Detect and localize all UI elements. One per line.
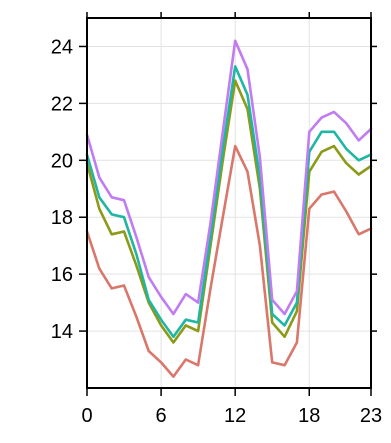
x-tick-label: 12	[224, 405, 246, 427]
y-tick-label: 22	[51, 93, 73, 115]
plot-frame	[86, 17, 372, 389]
x-axis: 0 6 12 18 23	[81, 12, 382, 427]
y-tick-label: 14	[51, 321, 73, 343]
series-line-1	[85, 144, 373, 378]
x-tick-label: 18	[298, 405, 320, 427]
grid-lines	[86, 18, 372, 388]
x-tick-label: 6	[156, 405, 167, 427]
y-tick-label: 16	[51, 264, 73, 286]
y-axis: 14 16 18 20 22 24	[51, 36, 377, 343]
x-tick-label: 0	[81, 405, 92, 427]
series-line-2	[85, 79, 373, 344]
series-line-4	[85, 39, 373, 316]
y-tick-label: 18	[51, 207, 73, 229]
y-tick-label: 20	[51, 150, 73, 172]
series-line-3	[85, 65, 373, 339]
series-lines	[85, 39, 373, 378]
x-tick-label: 23	[360, 405, 382, 427]
y-tick-label: 24	[51, 36, 73, 58]
